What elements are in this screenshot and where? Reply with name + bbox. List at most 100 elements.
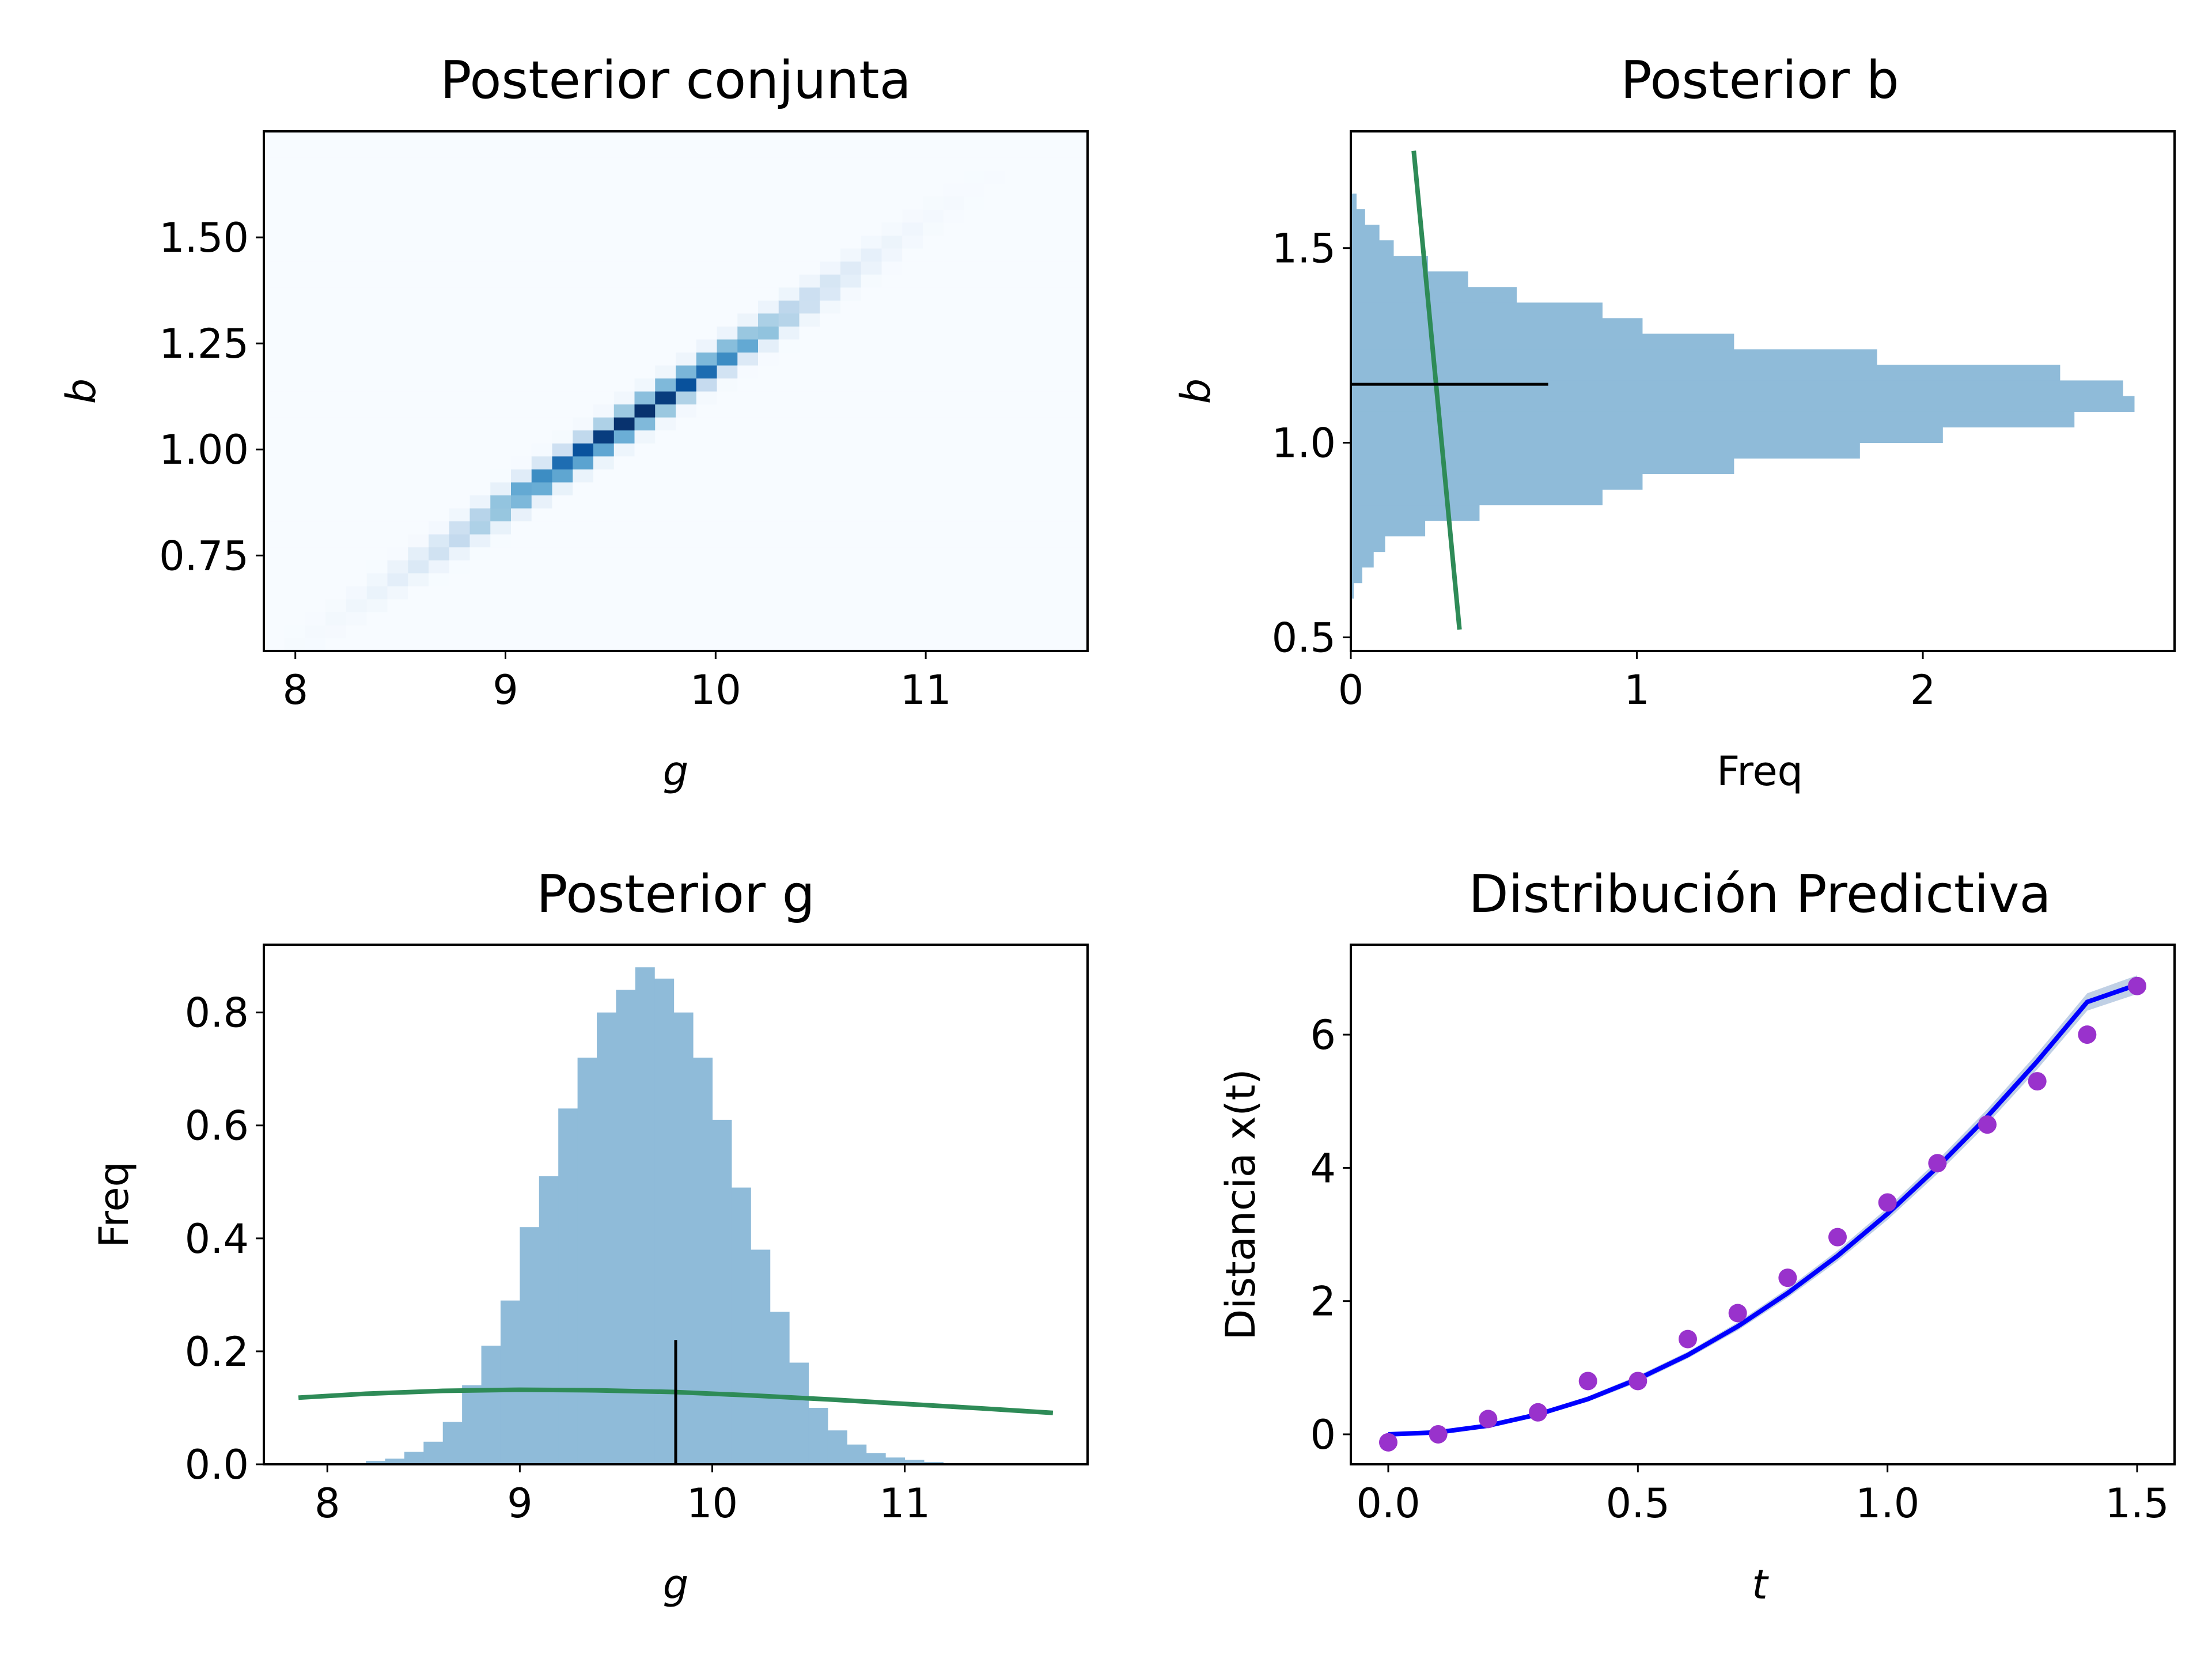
heatmap-cell [737,495,759,509]
heatmap-cell [531,612,553,626]
heatmap-cell [923,638,944,652]
heatmap-cell [387,482,408,495]
heatmap-cell [1025,507,1047,522]
heatmap-cell [820,391,841,405]
heatmap-cell [676,521,697,535]
heatmap-cell [655,507,676,522]
heatmap-cell [531,378,553,392]
heatmap-cell [696,183,718,197]
heatmap-cell [655,287,676,301]
heatmap-cell [613,586,635,600]
heatmap-cell [449,456,471,469]
heatmap-cell [1005,300,1027,314]
heatmap-cell [881,287,903,301]
heatmap-cell [593,612,615,626]
heatmap-cell [552,378,573,392]
heatmap-cell [778,560,800,574]
heatmap-cell [840,391,862,405]
heatmap-cell [366,261,388,275]
heatmap-cell [758,547,779,560]
heatmap-cell [305,404,326,418]
heatmap-cell [429,274,450,288]
heatmap-cell [799,612,820,626]
heatmap-cell [552,507,573,522]
heatmap-cell [305,638,326,652]
heatmap-cell [861,469,882,483]
heatmap-cell [346,131,368,145]
histogram-bar [885,1457,906,1464]
heatmap-cell [408,443,429,457]
heatmap-cell [613,209,635,223]
heatmap-cell [943,365,965,379]
heatmap-cell [613,495,635,509]
heatmap-cell [943,404,965,418]
heatmap-cell [387,209,408,223]
heatmap-cell [943,599,965,612]
heatmap-cell [573,534,594,548]
heatmap-cell [861,352,882,366]
heatmap-cell [325,482,347,495]
heatmap-cell [305,443,326,457]
heatmap-cell [613,599,635,612]
heatmap-cell [264,456,285,469]
histogram-bar [597,1012,616,1464]
heatmap-cell [613,287,635,301]
heatmap-cell [696,443,718,457]
heatmap-cell [984,339,1006,353]
heatmap-cell [923,560,944,574]
heatmap-cell [655,547,676,560]
heatmap-cell [881,378,903,392]
histogram-bar [462,1385,482,1464]
data-point [1679,1330,1697,1349]
heatmap-cell [984,495,1006,509]
heatmap-cell [964,507,985,522]
heatmap-cell [490,248,512,262]
heatmap-cell [511,157,532,171]
heatmap-cell [429,339,450,353]
heatmap-cell [490,586,512,600]
heatmap-cell [469,196,491,210]
heatmap-cell [758,443,779,457]
heatmap-cell [676,144,697,158]
heatmap-cell [799,638,820,652]
heatmap-cell [613,404,635,418]
heatmap-cell [820,547,841,560]
heatmap-cell [490,612,512,626]
x-tick-label: 11 [879,1480,930,1527]
heatmap-cell [264,326,285,340]
heatmap-cell [305,157,326,171]
heatmap-cell [449,430,471,444]
heatmap-cell [1067,521,1088,535]
heatmap-cell [490,222,512,236]
heatmap-cell [696,430,718,444]
heatmap-cell [366,131,388,145]
heatmap-cell [1067,391,1088,405]
heatmap-cell [717,573,738,586]
heatmap-cell [1046,352,1067,366]
heatmap-cell [758,430,779,444]
histogram-bar [1351,194,1357,210]
data-point [2078,1025,2097,1044]
heatmap-cell [613,170,635,184]
heatmap-cell [696,157,718,171]
data-point [1429,1425,1448,1444]
heatmap-cell [840,287,862,301]
heatmap-cell [861,209,882,223]
heatmap-cell [984,209,1006,223]
heatmap-cell [593,170,615,184]
heatmap-cell [573,443,594,457]
heatmap-cell [655,638,676,652]
heatmap-cell [305,339,326,353]
histogram-bar [558,1108,578,1464]
heatmap-cell [531,313,553,327]
heatmap-cell [676,469,697,483]
axis-ticks: 8 9 10 110.00.20.40.60.8 [185,990,930,1527]
heatmap-cell [387,599,408,612]
heatmap-cell [943,235,965,249]
heatmap-cell [305,534,326,548]
heatmap-cell [449,261,471,275]
heatmap-cell [799,495,820,509]
heatmap-cell [737,547,759,560]
heatmap-cell [943,261,965,275]
heatmap-cell [387,365,408,379]
